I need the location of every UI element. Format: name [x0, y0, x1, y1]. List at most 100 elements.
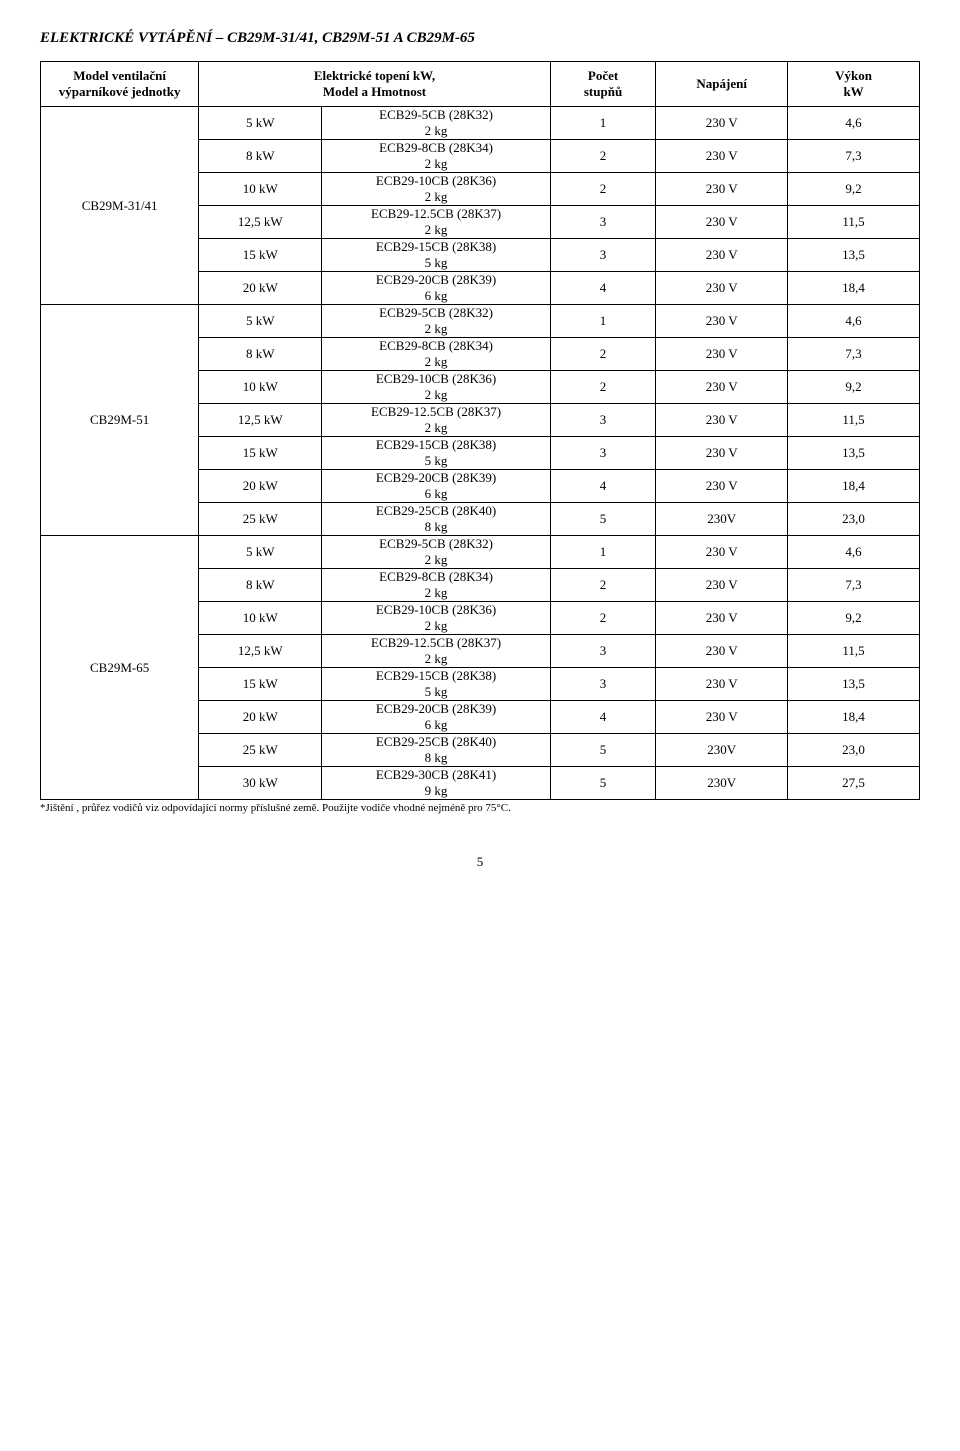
supply-cell: 230V — [656, 503, 788, 536]
page-number: 5 — [40, 854, 920, 870]
footnote: *Jištění , průřez vodičů viz odpovídajíc… — [40, 802, 920, 814]
supply-cell: 230V — [656, 767, 788, 800]
heater-model: ECB29-8CB (28K34)2 kg — [322, 569, 551, 602]
power-cell: 13,5 — [788, 668, 920, 701]
unit-cell: CB29M-65 — [41, 536, 199, 800]
heater-model: ECB29-12.5CB (28K37)2 kg — [322, 635, 551, 668]
supply-cell: 230 V — [656, 173, 788, 206]
heater-model: ECB29-15CB (28K38)5 kg — [322, 239, 551, 272]
unit-cell: CB29M-51 — [41, 305, 199, 536]
heater-kw: 25 kW — [199, 734, 322, 767]
heater-kw: 12,5 kW — [199, 206, 322, 239]
steps-cell: 3 — [550, 635, 655, 668]
power-cell: 13,5 — [788, 239, 920, 272]
heater-model: ECB29-12.5CB (28K37)2 kg — [322, 206, 551, 239]
power-cell: 4,6 — [788, 536, 920, 569]
heating-table: Model ventilační výparníkové jednotky El… — [40, 61, 920, 800]
power-cell: 11,5 — [788, 635, 920, 668]
steps-cell: 3 — [550, 206, 655, 239]
power-cell: 23,0 — [788, 734, 920, 767]
supply-cell: 230 V — [656, 602, 788, 635]
col-power: Výkon kW — [788, 62, 920, 107]
supply-cell: 230 V — [656, 404, 788, 437]
col-steps: Počet stupňů — [550, 62, 655, 107]
heater-model: ECB29-20CB (28K39)6 kg — [322, 470, 551, 503]
table-row: CB29M-31/415 kWECB29-5CB (28K32)2 kg1230… — [41, 107, 920, 140]
col-heat: Elektrické topení kW, Model a Hmotnost — [199, 62, 551, 107]
heater-kw: 12,5 kW — [199, 404, 322, 437]
steps-cell: 2 — [550, 371, 655, 404]
steps-cell: 4 — [550, 272, 655, 305]
power-cell: 4,6 — [788, 107, 920, 140]
supply-cell: 230 V — [656, 536, 788, 569]
power-cell: 11,5 — [788, 404, 920, 437]
power-cell: 18,4 — [788, 272, 920, 305]
heater-model: ECB29-5CB (28K32)2 kg — [322, 305, 551, 338]
steps-cell: 5 — [550, 767, 655, 800]
heater-kw: 8 kW — [199, 569, 322, 602]
steps-cell: 2 — [550, 173, 655, 206]
power-cell: 9,2 — [788, 371, 920, 404]
heater-kw: 25 kW — [199, 503, 322, 536]
steps-cell: 2 — [550, 569, 655, 602]
power-cell: 9,2 — [788, 602, 920, 635]
supply-cell: 230 V — [656, 668, 788, 701]
heater-model: ECB29-10CB (28K36)2 kg — [322, 602, 551, 635]
supply-cell: 230 V — [656, 272, 788, 305]
page-title: ELEKTRICKÉ VYTÁPĚNÍ – CB29M-31/41, CB29M… — [40, 30, 920, 47]
power-cell: 7,3 — [788, 338, 920, 371]
steps-cell: 2 — [550, 338, 655, 371]
supply-cell: 230 V — [656, 239, 788, 272]
power-cell: 27,5 — [788, 767, 920, 800]
col-unit: Model ventilační výparníkové jednotky — [41, 62, 199, 107]
heater-model: ECB29-5CB (28K32)2 kg — [322, 107, 551, 140]
supply-cell: 230 V — [656, 206, 788, 239]
power-cell: 18,4 — [788, 701, 920, 734]
supply-cell: 230 V — [656, 569, 788, 602]
heater-kw: 8 kW — [199, 140, 322, 173]
heater-kw: 20 kW — [199, 272, 322, 305]
power-cell: 13,5 — [788, 437, 920, 470]
heater-kw: 20 kW — [199, 470, 322, 503]
power-cell: 7,3 — [788, 569, 920, 602]
steps-cell: 4 — [550, 701, 655, 734]
steps-cell: 1 — [550, 536, 655, 569]
supply-cell: 230 V — [656, 635, 788, 668]
heater-kw: 15 kW — [199, 437, 322, 470]
supply-cell: 230 V — [656, 305, 788, 338]
heater-model: ECB29-20CB (28K39)6 kg — [322, 701, 551, 734]
heater-kw: 8 kW — [199, 338, 322, 371]
steps-cell: 1 — [550, 305, 655, 338]
power-cell: 7,3 — [788, 140, 920, 173]
supply-cell: 230 V — [656, 140, 788, 173]
table-row: CB29M-655 kWECB29-5CB (28K32)2 kg1230 V4… — [41, 536, 920, 569]
table-row: CB29M-515 kWECB29-5CB (28K32)2 kg1230 V4… — [41, 305, 920, 338]
supply-cell: 230 V — [656, 470, 788, 503]
heater-model: ECB29-15CB (28K38)5 kg — [322, 668, 551, 701]
supply-cell: 230 V — [656, 437, 788, 470]
heater-kw: 10 kW — [199, 371, 322, 404]
power-cell: 11,5 — [788, 206, 920, 239]
heater-kw: 5 kW — [199, 305, 322, 338]
heater-model: ECB29-5CB (28K32)2 kg — [322, 536, 551, 569]
steps-cell: 1 — [550, 107, 655, 140]
steps-cell: 2 — [550, 602, 655, 635]
unit-cell: CB29M-31/41 — [41, 107, 199, 305]
heater-model: ECB29-8CB (28K34)2 kg — [322, 338, 551, 371]
heater-kw: 5 kW — [199, 536, 322, 569]
steps-cell: 4 — [550, 470, 655, 503]
heater-model: ECB29-30CB (28K41)9 kg — [322, 767, 551, 800]
heater-model: ECB29-25CB (28K40)8 kg — [322, 734, 551, 767]
power-cell: 9,2 — [788, 173, 920, 206]
heater-kw: 15 kW — [199, 668, 322, 701]
steps-cell: 3 — [550, 437, 655, 470]
heater-kw: 12,5 kW — [199, 635, 322, 668]
heater-model: ECB29-25CB (28K40)8 kg — [322, 503, 551, 536]
heater-model: ECB29-15CB (28K38)5 kg — [322, 437, 551, 470]
supply-cell: 230 V — [656, 701, 788, 734]
steps-cell: 3 — [550, 239, 655, 272]
steps-cell: 5 — [550, 734, 655, 767]
heater-kw: 10 kW — [199, 173, 322, 206]
supply-cell: 230 V — [656, 338, 788, 371]
supply-cell: 230 V — [656, 107, 788, 140]
